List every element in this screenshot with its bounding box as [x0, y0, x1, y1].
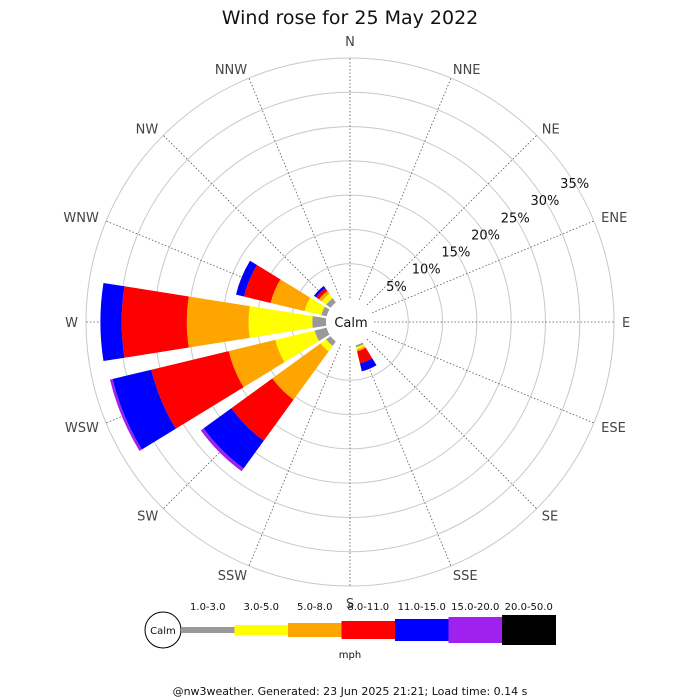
spoke-se — [366, 338, 537, 509]
petal-w-3.0-5.0 — [248, 306, 313, 338]
spoke-nnw — [248, 77, 342, 300]
legend-swatch-5.0-8.0 — [288, 623, 342, 637]
petal-w-5.0-8.0 — [186, 296, 250, 348]
ring-label-20: 20% — [471, 228, 500, 243]
legend-swatch-8.0-11.0 — [341, 621, 396, 639]
spoke-ese — [372, 330, 595, 424]
direction-labels: N NNE NE ENE E ESE SE SSE S SSW SW WSW W WNW NW NNW — [63, 35, 630, 612]
direction-label-sw: SW — [137, 510, 158, 525]
footer-text: @nw3weather. Generated: 23 Jun 2025 21:2… — [173, 685, 528, 698]
spoke-ssw — [248, 344, 342, 567]
petal-wsw-8.0-11.0 — [151, 351, 244, 429]
legend-unit: mph — [339, 650, 361, 661]
direction-label-n: N — [345, 35, 355, 50]
direction-label-s: S — [346, 597, 354, 612]
petal-sw-15.0-20.0 — [200, 428, 244, 472]
legend-label-20.0-50.0: 20.0-50.0 — [505, 602, 553, 613]
petal-wsw-5.0-8.0 — [228, 339, 285, 388]
legend-calm-label: Calm — [150, 626, 176, 637]
ring-labels: 5% 10%15%20%25%30%35% — [386, 177, 589, 295]
direction-label-e: E — [622, 316, 630, 331]
petal-sw-3.0-5.0 — [320, 339, 333, 352]
spoke-nw — [163, 135, 334, 306]
petal-wsw-15.0-20.0 — [109, 378, 142, 451]
direction-label-nnw: NNW — [215, 63, 247, 78]
direction-label-w: W — [65, 316, 78, 331]
spoke-sse — [358, 344, 452, 567]
legend-swatch-15.0-20.0 — [448, 617, 503, 643]
spoke-ene — [372, 220, 595, 314]
petal-sse-1.0-3.0 — [355, 342, 364, 348]
petal-wnw-3.0-5.0 — [304, 297, 325, 316]
petal-w-1.0-3.0 — [312, 316, 327, 328]
petal-nw-8.0-11.0 — [316, 288, 328, 300]
legend: Calm 1.0-3.0 3.0-5.0 5.0-8.0 8.0-11.0 11.0-15… — [144, 602, 556, 661]
direction-label-ssw: SSW — [218, 569, 248, 584]
petal-nw-1.0-3.0 — [326, 298, 336, 308]
ring-label-25: 25% — [501, 211, 530, 226]
legend-label-5.0-8.0: 5.0-8.0 — [297, 602, 332, 613]
petal-sw-11.0-15.0 — [203, 408, 264, 469]
ring-label-10: 10% — [412, 263, 441, 278]
petal-sw-5.0-8.0 — [272, 343, 329, 400]
petal-sw-8.0-11.0 — [231, 378, 294, 441]
wind-petals — [100, 260, 377, 472]
direction-label-wsw: WSW — [65, 421, 99, 436]
direction-label-ene: ENE — [601, 211, 627, 226]
direction-label-se: SE — [542, 510, 558, 525]
direction-label-sse: SSE — [453, 569, 478, 584]
petal-nw-3.0-5.0 — [321, 293, 333, 305]
grid-ring-35 — [85, 57, 615, 587]
petal-sw-1.0-3.0 — [326, 336, 336, 346]
petal-wnw-5.0-8.0 — [270, 279, 311, 312]
ring-label-15: 15% — [441, 246, 470, 261]
legend-swatch-11.0-15.0 — [395, 619, 449, 641]
direction-label-wnw: WNW — [63, 211, 99, 226]
petal-sse-3.0-5.0 — [356, 344, 365, 350]
legend-label-15.0-20.0: 15.0-20.0 — [451, 602, 499, 613]
legend-label-11.0-15.0: 11.0-15.0 — [398, 602, 446, 613]
petal-wnw-8.0-11.0 — [243, 265, 281, 303]
legend-swatch-1.0-3.0 — [181, 627, 235, 633]
petal-nw-5.0-8.0 — [318, 290, 330, 302]
ring-label-30: 30% — [530, 194, 559, 209]
petal-w-11.0-15.0 — [100, 282, 125, 362]
calm-center: Calm — [326, 298, 374, 346]
petal-wnw-1.0-3.0 — [321, 306, 330, 317]
petal-wsw-1.0-3.0 — [314, 327, 330, 341]
petal-sse-11.0-15.0 — [359, 358, 377, 372]
petal-sse-5.0-8.0 — [356, 345, 366, 352]
spoke-nne — [358, 77, 452, 300]
legend-label-3.0-5.0: 3.0-5.0 — [244, 602, 279, 613]
direction-label-ne: NE — [542, 122, 560, 137]
legend-swatch-3.0-5.0 — [234, 625, 289, 635]
chart-title: Wind rose for 25 May 2022 — [222, 7, 479, 29]
direction-label-ese: ESE — [601, 421, 626, 436]
petal-sse-8.0-11.0 — [357, 347, 373, 364]
calm-label: Calm — [334, 316, 367, 331]
spoke-ne — [366, 135, 537, 306]
petal-nw-11.0-15.0 — [313, 285, 326, 298]
ring-label-5: 5% — [386, 280, 407, 295]
direction-label-nne: NNE — [453, 63, 481, 78]
ring-label-35: 35% — [560, 177, 589, 192]
petal-wsw-11.0-15.0 — [112, 369, 176, 450]
petal-w-8.0-11.0 — [121, 286, 189, 358]
legend-label-8.0-11.0: 8.0-11.0 — [347, 602, 389, 613]
legend-label-1.0-3.0: 1.0-3.0 — [190, 602, 225, 613]
direction-label-nw: NW — [136, 122, 159, 137]
petal-wnw-11.0-15.0 — [235, 260, 258, 297]
petal-wsw-3.0-5.0 — [275, 330, 320, 363]
legend-swatch-20.0-50.0 — [502, 615, 556, 645]
